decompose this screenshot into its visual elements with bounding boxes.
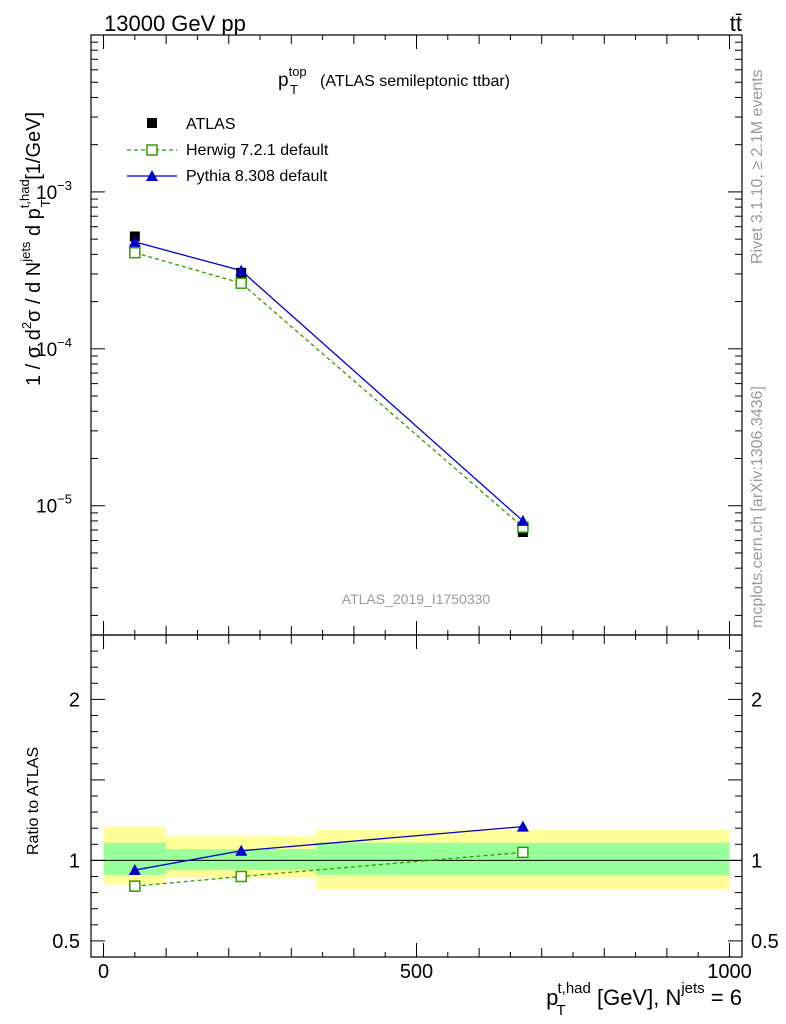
ratio-point-pythia [516, 820, 529, 832]
main-line-pythia [134, 241, 524, 522]
main-point-pythia [516, 514, 529, 526]
plot-title: ptop T (ATLAS semileptonic ttbar) [278, 64, 510, 97]
legend-atlas-label: ATLAS [186, 116, 236, 133]
main-point-pythia [128, 235, 141, 247]
ratio-curves [128, 820, 529, 892]
main-axis-ticks [91, 34, 742, 635]
ratio-y-tick-label-left: 0.5 [52, 931, 80, 953]
ratio-axis-ticks [91, 634, 742, 957]
mcplots-label: mcplots.cern.ch [arXiv:1306.3436] [749, 386, 766, 628]
main-y-tick-labels: 10−3 10−4 10−5 [36, 178, 72, 518]
ratio-y-tick-label-right: 2 [751, 689, 762, 711]
ratio-point-herwig [235, 870, 247, 883]
analysis-watermark: ATLAS_2019_I1750330 [342, 591, 491, 607]
main-curves [128, 231, 529, 538]
ratio-point-pythia [128, 864, 141, 876]
ratio-y-tick-label-right: 0.5 [751, 931, 779, 953]
legend-pythia-marker [146, 170, 158, 181]
ratio-frame [90, 634, 743, 958]
ratio-point-herwig [129, 880, 141, 892]
legend-herwig-label: Herwig 7.2.1 default [186, 142, 329, 159]
rivet-label: Rivet 3.1.10, ≥ 2.1M events [749, 69, 766, 264]
ratio-band-inner [166, 849, 317, 871]
x-tick-label: 500 [400, 961, 433, 983]
main-panel: 10−3 10−4 10−5 ptop T (ATLAS semileptonic tt… [17, 34, 743, 636]
energy-label: 13000 GeV pp [104, 11, 246, 36]
x-tick-label: 0 [98, 961, 109, 983]
ratio-point-pythia [235, 844, 248, 856]
main-y-tick-label: 10−3 [36, 178, 72, 204]
main-point-pythia [235, 264, 248, 276]
main-point-herwig [235, 277, 247, 289]
ratio-y-tick-label-left: 2 [69, 689, 80, 711]
ratio-tick-labels: 2 2 1 1 0.5 0.5 0 500 1000 [52, 689, 779, 983]
legend-pythia-label: Pythia 8.308 default [186, 168, 328, 185]
main-y-tick-label: 10−4 [36, 335, 72, 361]
ratio-y-tick-label-left: 1 [69, 850, 80, 872]
main-y-axis-label: 1 / σ d2σ / d Njets d pt,had T [1/GeV] [17, 112, 53, 386]
main-line-herwig [134, 252, 524, 528]
ratio-panel: 2 2 1 1 0.5 0.5 0 500 1000 Ratio to ATLAS p Tt,ha… [25, 634, 779, 1019]
ratio-point-herwig [517, 846, 529, 859]
x-axis-label: p Tt,had [GeV], Njets = 6 [546, 980, 742, 1019]
ratio-uncertainty-bands [103, 826, 730, 890]
x-tick-label: 1000 [707, 961, 752, 983]
ratio-y-axis-label: Ratio to ATLAS [25, 747, 42, 855]
main-point-herwig [129, 246, 141, 259]
process-label: tt̄ [730, 11, 742, 36]
legend-atlas-marker [147, 118, 157, 128]
ratio-y-tick-label-right: 1 [751, 850, 762, 872]
legend: ATLAS Herwig 7.2.1 default Pythia 8.308 … [127, 116, 329, 185]
legend-herwig-marker [146, 144, 158, 156]
main-y-tick-label: 10−5 [36, 492, 72, 518]
